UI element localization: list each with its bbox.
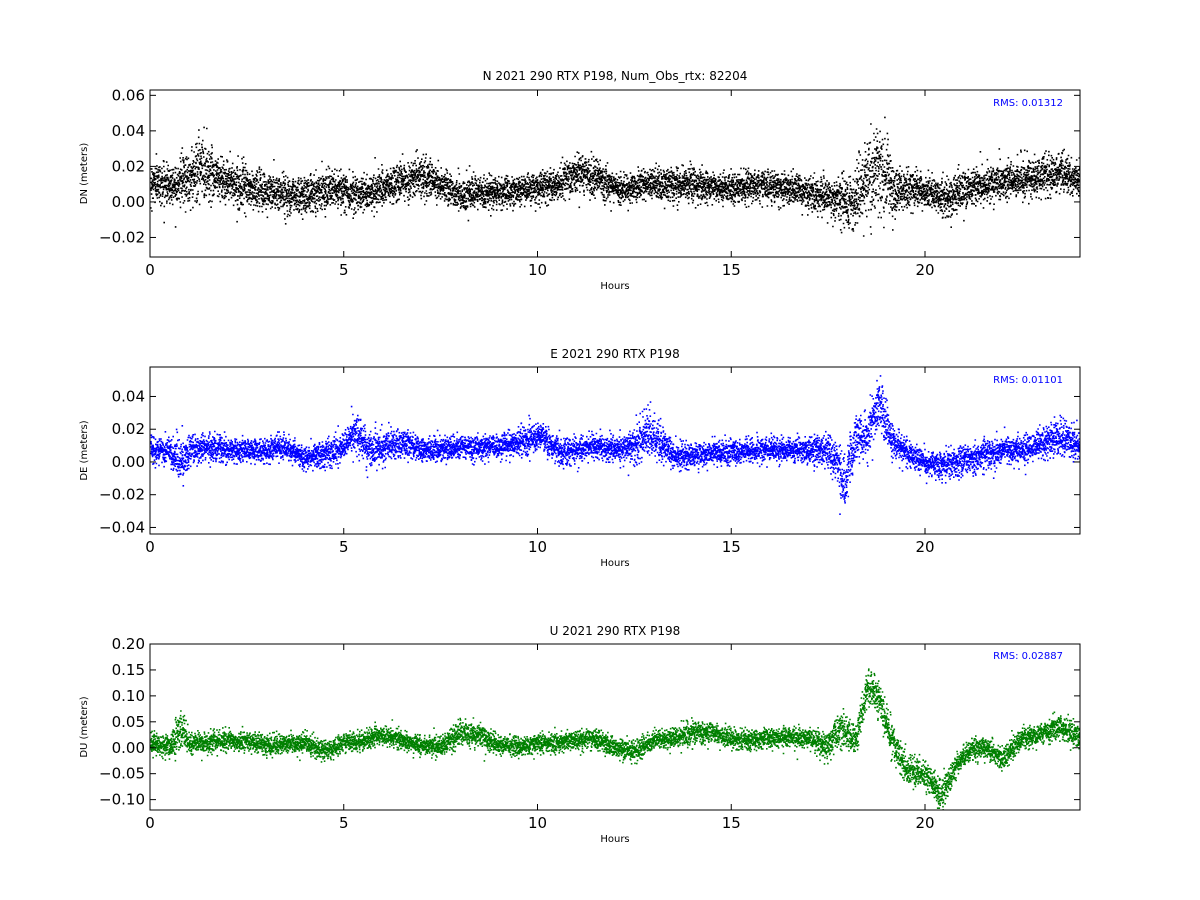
north-xlabel: Hours — [600, 281, 629, 292]
north-xtick-label: 15 — [722, 261, 741, 279]
north-ylabel: DN (meters) — [79, 143, 90, 205]
up-ytick-label: −0.10 — [99, 791, 145, 809]
up-ytick-label: 0.15 — [112, 661, 145, 679]
up-rms-annotation: RMS: 0.02887 — [993, 651, 1063, 662]
up-xtick-label: 15 — [722, 814, 741, 832]
east-xtick-label: 10 — [528, 538, 547, 556]
north-xtick-label: 20 — [915, 261, 934, 279]
up-xtick-label: 0 — [145, 814, 155, 832]
east-ylabel: DE (meters) — [79, 420, 90, 480]
up-xlabel: Hours — [600, 834, 629, 845]
north-series-points — [150, 116, 1080, 237]
up-xtick-label: 5 — [339, 814, 349, 832]
east-ytick-label: 0.02 — [112, 420, 145, 438]
up-series-points-path — [150, 668, 1080, 810]
east-panel: E 2021 290 RTX P198 −0.04 −0.02 0.00 0.02 0.… — [79, 347, 1081, 569]
north-xtick-label: 5 — [339, 261, 349, 279]
up-title: U 2021 290 RTX P198 — [550, 624, 681, 638]
up-y-ticks: −0.10 −0.05 0.00 0.05 0.10 0.15 0.20 — [99, 635, 1080, 809]
east-xtick-label: 15 — [722, 538, 741, 556]
east-x-ticks: 0 5 10 15 20 — [145, 367, 935, 556]
east-xtick-label: 0 — [145, 538, 155, 556]
north-axes-frame — [149, 89, 1081, 258]
east-xtick-label: 5 — [339, 538, 349, 556]
north-x-ticks: 0 5 10 15 20 — [145, 90, 935, 279]
north-ytick-label: −0.02 — [99, 228, 145, 246]
east-xtick-label: 20 — [915, 538, 934, 556]
up-ytick-label: 0.20 — [112, 635, 145, 653]
north-title: N 2021 290 RTX P198, Num_Obs_rtx: 82204 — [483, 69, 748, 83]
east-ytick-label: 0.04 — [112, 387, 145, 405]
north-xtick-label: 0 — [145, 261, 155, 279]
up-ytick-label: 0.05 — [112, 713, 145, 731]
east-ytick-label: −0.04 — [99, 518, 145, 536]
up-ytick-label: 0.10 — [112, 687, 145, 705]
east-xlabel: Hours — [600, 558, 629, 569]
up-ylabel: DU (meters) — [79, 696, 90, 757]
east-series-points-path — [150, 375, 1080, 515]
up-xtick-label: 10 — [528, 814, 547, 832]
east-series-points — [150, 375, 1080, 515]
up-x-ticks: 0 5 10 15 20 — [145, 644, 935, 832]
north-ytick-label: 0.06 — [112, 86, 145, 104]
east-title: E 2021 290 RTX P198 — [550, 347, 679, 361]
east-rms-annotation: RMS: 0.01101 — [993, 375, 1063, 386]
north-xtick-label: 10 — [528, 261, 547, 279]
east-ytick-label: −0.02 — [99, 486, 145, 504]
north-panel: N 2021 290 RTX P198, Num_Obs_rtx: 82204 … — [79, 69, 1081, 292]
north-y-ticks: −0.02 0.00 0.02 0.04 0.06 — [99, 86, 1080, 246]
north-series-points-path — [150, 116, 1080, 237]
up-panel: U 2021 290 RTX P198 −0.10 −0.05 0.00 0.05 0.… — [79, 624, 1081, 845]
up-series-points — [150, 668, 1080, 810]
north-ytick-label: 0.04 — [112, 122, 145, 140]
up-ytick-label: −0.05 — [99, 765, 145, 783]
east-axes-frame — [149, 366, 1081, 535]
east-ytick-label: 0.00 — [112, 453, 145, 471]
east-y-ticks: −0.04 −0.02 0.00 0.02 0.04 — [99, 387, 1080, 536]
up-ytick-label: 0.00 — [112, 739, 145, 757]
north-ytick-label: 0.02 — [112, 157, 145, 175]
up-xtick-label: 20 — [915, 814, 934, 832]
up-axes-frame — [149, 643, 1081, 811]
north-rms-annotation: RMS: 0.01312 — [993, 98, 1063, 109]
north-ytick-label: 0.00 — [112, 193, 145, 211]
